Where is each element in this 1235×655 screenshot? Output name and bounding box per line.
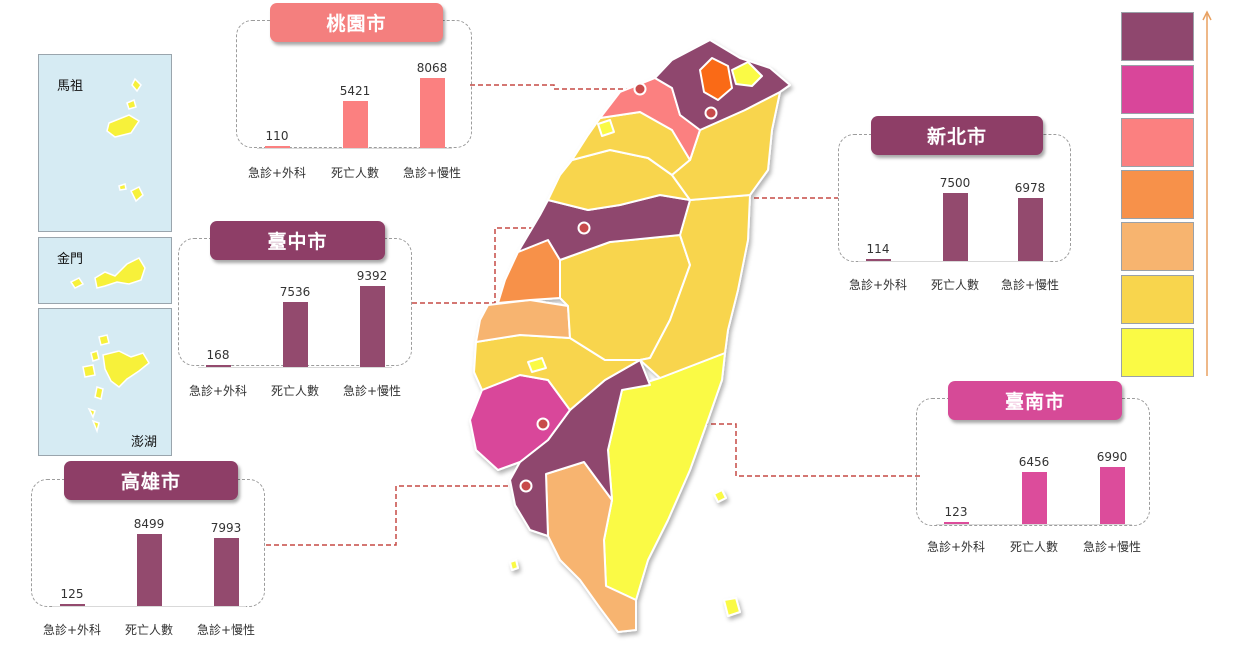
tainan-category-label-1: 急診+外科	[926, 540, 986, 554]
taichung-title-tag: 臺中市	[210, 221, 385, 260]
new-taipei-value-label-2: 7500	[939, 176, 971, 190]
region-hualien	[639, 194, 751, 379]
liuqiu-island	[509, 559, 519, 571]
taichung-value-label-1: 168	[206, 348, 230, 362]
new-taipei-category-label-1: 急診+外科	[848, 278, 908, 292]
new-taipei-title-tag: 新北市	[871, 116, 1043, 155]
legend-swatch-6	[1121, 275, 1194, 324]
taoyuan-value-label-1: 110	[265, 129, 289, 143]
legend-swatch-5	[1121, 222, 1194, 271]
kaohsiung-marker[interactable]	[519, 479, 533, 493]
kaohsiung-value-label-3: 7993	[210, 521, 242, 535]
tainan-category-label-3: 急診+慢性	[1082, 540, 1142, 554]
matsu-inset: 馬祖	[38, 54, 172, 232]
taichung-category-label-3: 急診+慢性	[342, 384, 402, 398]
kinmen-label: 金門	[57, 252, 84, 267]
new-taipei-value-label-1: 114	[866, 242, 890, 256]
new-taipei-marker[interactable]	[704, 106, 718, 120]
kinmen-islands	[69, 257, 146, 289]
tainan-title-tag: 臺南市	[948, 381, 1122, 420]
matsu-islands	[106, 77, 144, 203]
taichung-category-label-1: 急診+外科	[188, 384, 248, 398]
new-taipei-bar-1	[866, 259, 891, 261]
region-changhua	[497, 239, 561, 304]
taichung-bar-1	[206, 365, 231, 367]
legend-swatch-7	[1121, 328, 1194, 377]
taoyuan-connector	[470, 84, 640, 90]
new-taipei-category-label-2: 死亡人數	[930, 278, 979, 292]
taichung-marker[interactable]	[577, 221, 591, 235]
kaohsiung-connector	[266, 485, 526, 546]
region-keelung	[731, 61, 763, 87]
kaohsiung-bar-1	[60, 604, 85, 606]
penghu-islands	[82, 334, 150, 434]
legend-swatch-2	[1121, 65, 1194, 114]
kaohsiung-value-label-2: 8499	[133, 517, 165, 531]
taoyuan-baseline	[257, 148, 452, 149]
legend-swatch-1	[1121, 12, 1194, 61]
region-taipei	[699, 57, 733, 101]
taoyuan-bar-1	[265, 146, 290, 148]
kaohsiung-bar-2	[137, 534, 162, 606]
taichung-bar-3	[360, 286, 385, 367]
taichung-value-label-2: 7536	[279, 285, 311, 299]
kaohsiung-category-label-3: 急診+慢性	[196, 623, 256, 637]
matsu-label: 馬祖	[57, 79, 84, 94]
tainan-value-label-2: 6456	[1018, 455, 1050, 469]
kinmen-inset: 金門	[38, 237, 172, 304]
penghu-inset: 澎湖	[38, 308, 172, 456]
tainan-value-label-3: 6990	[1096, 450, 1128, 464]
kaohsiung-bar-3	[214, 538, 239, 606]
region-chiayi-city	[527, 357, 547, 373]
taoyuan-marker[interactable]	[633, 82, 647, 96]
tainan-bar-1	[944, 522, 969, 524]
kaohsiung-category-label-1: 急診+外科	[42, 623, 102, 637]
region-yunlin	[475, 299, 571, 343]
new-taipei-bar-2	[943, 193, 968, 261]
tainan-baseline	[936, 524, 1132, 525]
kaohsiung-category-label-2: 死亡人數	[124, 623, 173, 637]
region-kaohsiung	[509, 359, 651, 537]
taoyuan-value-label-2: 5421	[339, 84, 371, 98]
taoyuan-value-label-3: 8068	[416, 61, 448, 75]
taoyuan-title-tag: 桃園市	[270, 3, 443, 42]
taoyuan-category-label-1: 急診+外科	[247, 166, 307, 180]
kaohsiung-baseline	[52, 606, 246, 607]
taoyuan-bar-3	[420, 78, 445, 148]
taichung-baseline	[198, 367, 392, 368]
tainan-marker[interactable]	[536, 417, 550, 431]
taichung-value-label-3: 9392	[356, 269, 388, 283]
tainan-bar-2	[1022, 472, 1047, 524]
legend-swatch-3	[1121, 118, 1194, 167]
kaohsiung-value-label-1: 125	[60, 587, 84, 601]
kaohsiung-title-tag: 高雄市	[64, 461, 238, 500]
new-taipei-baseline	[858, 261, 1050, 262]
tainan-value-label-1: 123	[944, 505, 968, 519]
orchid-island	[723, 597, 741, 617]
new-taipei-value-label-3: 6978	[1014, 181, 1046, 195]
taichung-category-label-2: 死亡人數	[270, 384, 319, 398]
taoyuan-bar-2	[343, 101, 368, 148]
taoyuan-category-label-3: 急診+慢性	[402, 166, 462, 180]
region-hsinchu-city	[597, 119, 615, 137]
legend-arrow-head	[1202, 10, 1212, 21]
taichung-bar-2	[283, 302, 308, 367]
new-taipei-category-label-3: 急診+慢性	[1000, 278, 1060, 292]
tainan-bar-3	[1100, 467, 1125, 524]
penghu-label: 澎湖	[131, 435, 158, 450]
tainan-category-label-2: 死亡人數	[1009, 540, 1058, 554]
new-taipei-bar-3	[1018, 198, 1043, 261]
taoyuan-category-label-2: 死亡人數	[330, 166, 379, 180]
green-island	[713, 489, 727, 503]
legend-swatch-4	[1121, 170, 1194, 219]
